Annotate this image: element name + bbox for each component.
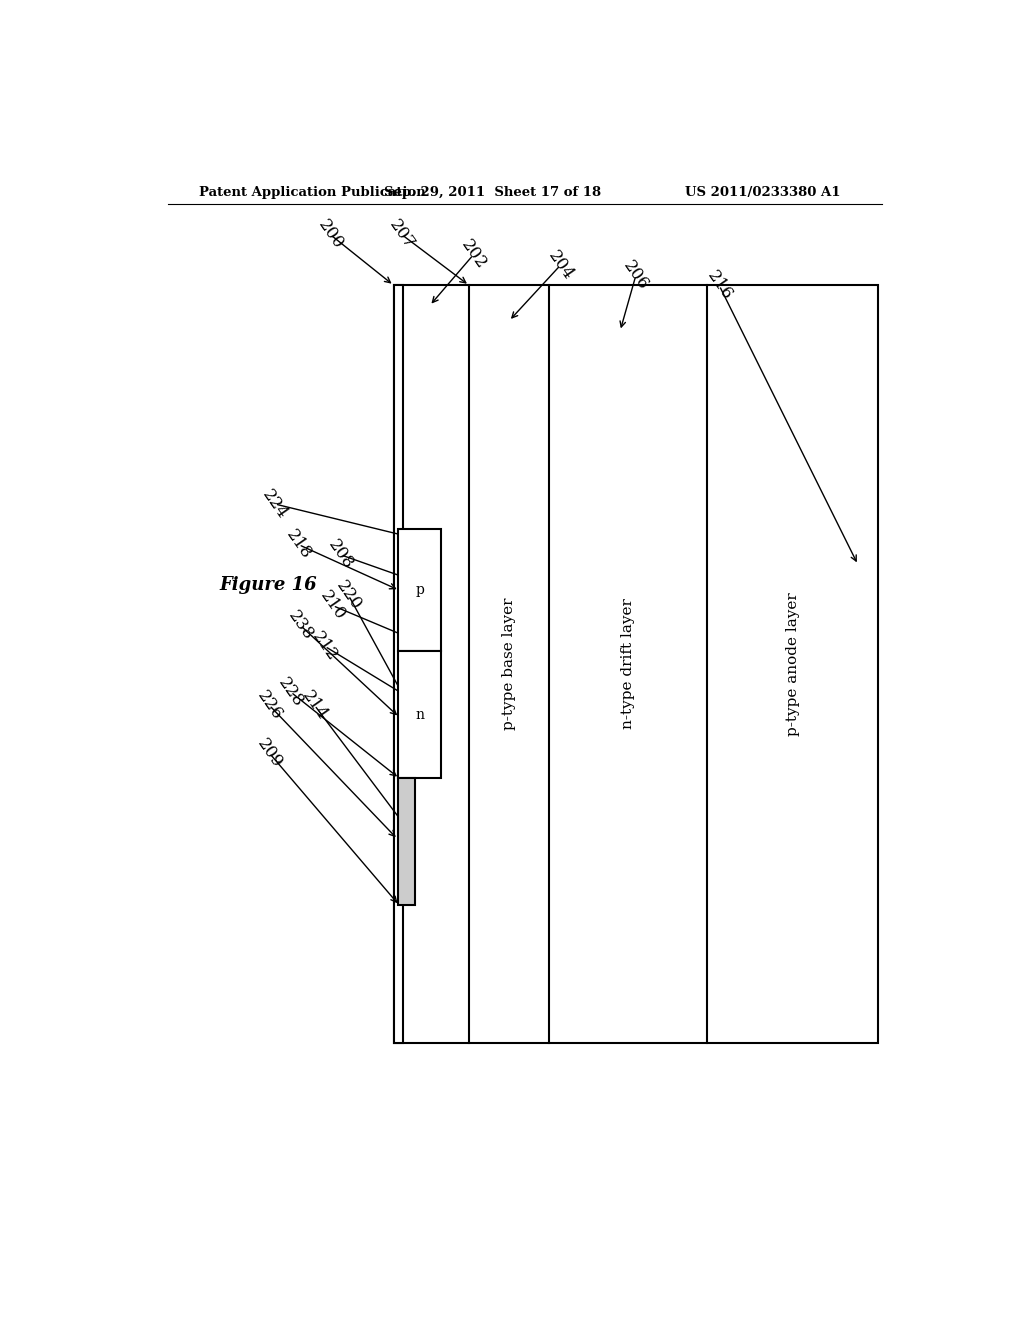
Text: n-type drift layer: n-type drift layer	[621, 599, 635, 730]
Text: 208: 208	[325, 537, 356, 573]
Text: US 2011/0233380 A1: US 2011/0233380 A1	[685, 186, 841, 199]
Text: p-type anode layer: p-type anode layer	[785, 593, 800, 737]
Text: 207: 207	[386, 216, 418, 252]
Text: 206: 206	[620, 257, 652, 293]
Bar	[394, 285, 878, 1043]
Text: p-type base layer: p-type base layer	[502, 598, 516, 730]
Text: 209: 209	[253, 735, 286, 771]
Text: 212: 212	[308, 628, 341, 664]
Text: n-type emitter: n-type emitter	[425, 609, 438, 719]
Text: p: p	[415, 583, 424, 598]
Text: 216: 216	[703, 268, 735, 304]
Text: 200: 200	[314, 216, 346, 252]
Bar	[397, 779, 416, 906]
Text: Sep. 29, 2011  Sheet 17 of 18: Sep. 29, 2011 Sheet 17 of 18	[384, 186, 602, 199]
Text: 226: 226	[253, 688, 286, 723]
Bar	[394, 285, 403, 1043]
Text: 210: 210	[316, 587, 349, 623]
Text: 218: 218	[283, 527, 314, 562]
Text: 220: 220	[333, 578, 365, 614]
Text: Patent Application Publication: Patent Application Publication	[200, 186, 426, 199]
Text: 204: 204	[545, 247, 577, 282]
Text: n: n	[415, 708, 424, 722]
Text: 228: 228	[274, 675, 307, 710]
Text: 214: 214	[298, 688, 331, 723]
Bar	[397, 529, 441, 651]
Bar	[397, 651, 441, 779]
Text: Figure 16: Figure 16	[219, 577, 316, 594]
Text: 224: 224	[259, 486, 291, 521]
Text: 238: 238	[285, 609, 317, 644]
Text: 202: 202	[457, 238, 489, 273]
